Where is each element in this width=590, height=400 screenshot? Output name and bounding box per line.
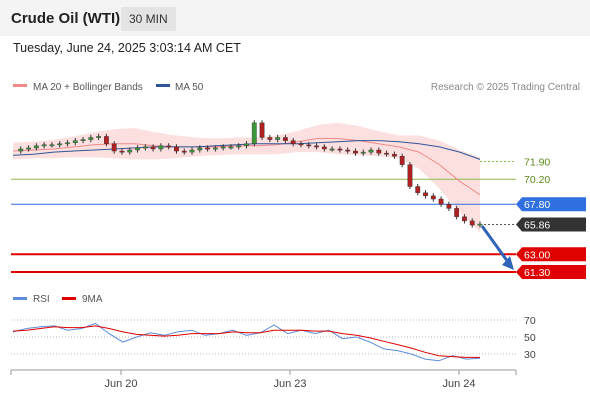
candle-body [41, 144, 47, 147]
legend-bollinger: MA 20 + Bollinger Bands [33, 82, 143, 93]
level-label-63-00: 63.00 [524, 249, 550, 261]
legend-rsi: RSI [33, 294, 50, 305]
rsi-tick-30: 30 [524, 349, 536, 361]
x-tick-label-1: Jun 23 [273, 378, 306, 390]
candle-body [158, 145, 164, 150]
candle-body [103, 136, 109, 144]
candle-body [119, 150, 125, 153]
candle-body [399, 156, 405, 165]
candle-body [430, 195, 436, 200]
candle-body [244, 143, 249, 147]
instrument-title: Crude Oil (WTI) [11, 10, 121, 27]
candle-body [267, 137, 273, 140]
candle-body [329, 148, 335, 151]
level-label-71-90: 71.90 [524, 156, 550, 168]
candle-body [236, 145, 242, 148]
candle-body [298, 143, 304, 146]
candle-body [72, 140, 78, 143]
candle-body [251, 122, 257, 144]
candle-body [142, 146, 148, 149]
candle-body [314, 145, 319, 148]
candle-body [197, 147, 203, 151]
candle-body [166, 145, 172, 148]
candle-body [438, 198, 444, 205]
chart-datetime: Tuesday, June 24, 2025 3:03:14 AM CET [13, 41, 241, 55]
candle-body [477, 223, 483, 226]
candle-body [321, 146, 327, 150]
candle-body [57, 143, 63, 146]
candle-body [353, 150, 358, 154]
candle-body [469, 220, 475, 226]
level-label-65-86: 65.86 [524, 219, 550, 231]
legend-ma50: MA 50 [175, 82, 204, 93]
rsi-line [12, 322, 481, 362]
candle-body [65, 142, 70, 145]
candle-body [407, 164, 413, 187]
candle-body [33, 145, 39, 149]
level-tag-61-30 [516, 265, 586, 279]
copyright-text: Research © 2025 Trading Central [431, 82, 580, 93]
candle-body [454, 208, 460, 217]
forecast-arrow-shaft [480, 225, 510, 263]
candle-body [283, 137, 288, 141]
candle-body [228, 146, 234, 149]
level-tag-65-86 [516, 217, 586, 232]
candle-body [337, 148, 343, 151]
forecast-arrow-head [502, 256, 514, 270]
legend-swatch-rsi-ma [62, 297, 76, 300]
candle-body [150, 146, 156, 150]
x-tick-label-2: Jun 24 [442, 378, 475, 390]
candle-body [26, 147, 31, 150]
candle-body [345, 149, 351, 152]
legend-swatch-ma50 [156, 84, 170, 87]
candle-body [259, 122, 265, 138]
timeframe-button[interactable]: 30 MIN [121, 7, 176, 31]
candle-body [376, 149, 382, 154]
candle-body [96, 136, 102, 138]
legend-swatch-rsi [13, 297, 27, 300]
rsi-ma-line [12, 325, 480, 358]
candle-body [111, 143, 117, 152]
level-label-61-30: 61.30 [524, 267, 550, 279]
candle-body [49, 144, 55, 147]
candle-body [384, 152, 389, 155]
level-tag-67-80 [516, 197, 586, 212]
candle-body [127, 149, 133, 153]
level-label-70-20: 70.20 [524, 174, 550, 186]
chart-header: Crude Oil (WTI) 30 MIN [0, 0, 590, 36]
x-tick-label-0: Jun 20 [104, 378, 137, 390]
candle-body [275, 137, 281, 140]
candle-body [80, 139, 86, 141]
candle-body [391, 153, 397, 157]
candle-body [220, 146, 226, 149]
candle-body [135, 147, 140, 151]
legend-rsi-ma: 9MA [82, 294, 103, 305]
candle-body [205, 147, 210, 150]
candle-body [18, 148, 24, 152]
candle-body [446, 204, 452, 209]
candle-body [181, 150, 187, 153]
legend-swatch-bollinger [13, 84, 27, 87]
candle-body [360, 151, 366, 154]
candle-body [212, 147, 218, 150]
rsi-tick-70: 70 [524, 315, 536, 327]
candle-body [462, 216, 467, 222]
candle-body [368, 149, 374, 153]
level-label-67-80: 67.80 [524, 199, 550, 211]
candle-body [423, 192, 428, 197]
candle-body [174, 146, 179, 152]
candle-body [88, 137, 94, 140]
rsi-tick-50: 50 [524, 332, 536, 344]
candle-body [189, 149, 195, 153]
level-tag-63-00 [516, 247, 586, 262]
candle-body [290, 140, 296, 144]
candle-body [306, 144, 312, 147]
candle-body [415, 186, 421, 193]
